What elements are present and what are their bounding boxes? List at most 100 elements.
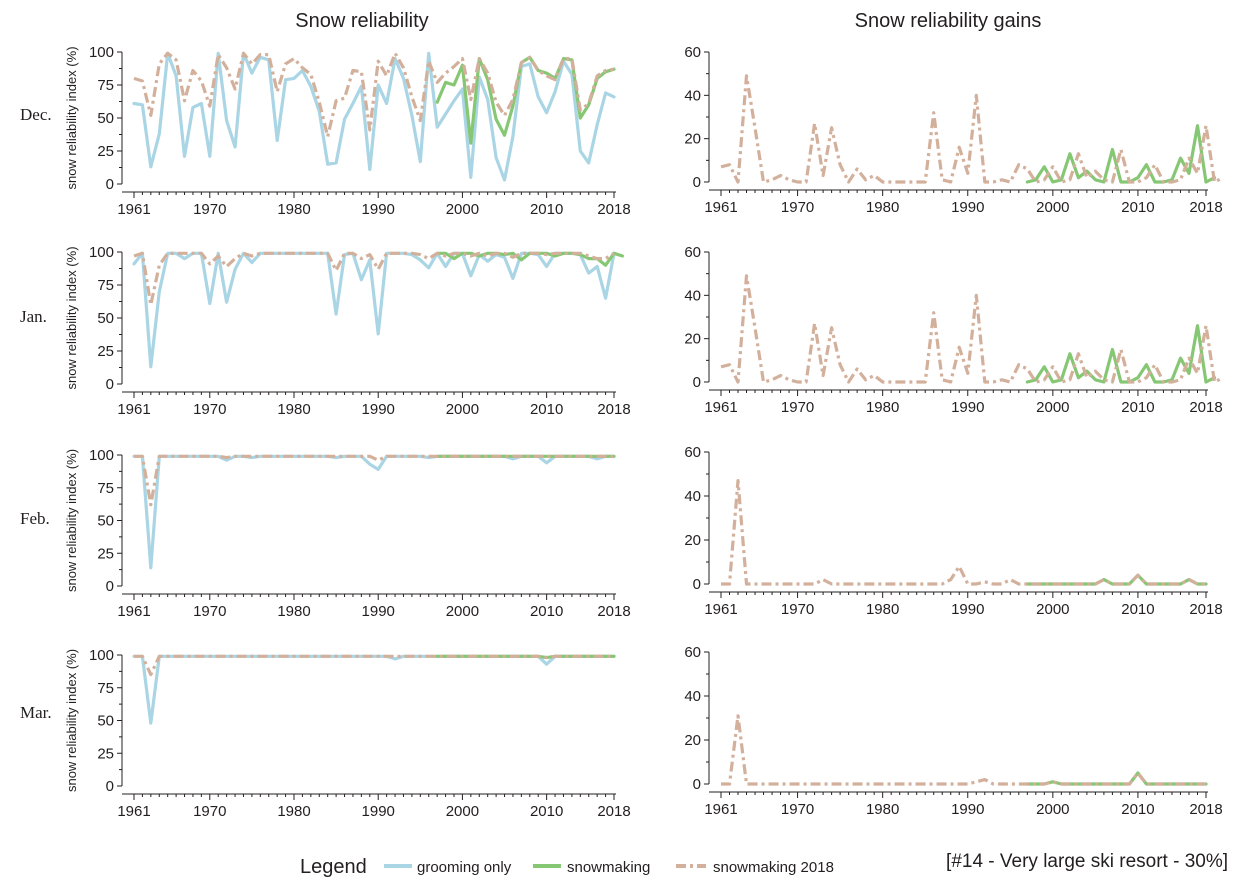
series-line-snowmaking (435, 55, 616, 145)
y-tick-label: 50 (97, 513, 114, 530)
x-tick-label: 1970 (781, 199, 814, 216)
x-tick-label: 2010 (530, 401, 563, 418)
y-tick-label: 0 (693, 174, 701, 191)
x-tick-label: 2018 (597, 401, 630, 418)
x-tick-label: 2010 (1121, 601, 1154, 618)
series-line-snowmaking-2018 (721, 479, 1206, 586)
series-line-snowmaking-2018 (133, 51, 615, 139)
x-tick-label: 1961 (704, 601, 737, 618)
series-line-snowmaking-2018 (721, 714, 1206, 786)
x-tick-label: 1970 (781, 601, 814, 618)
x-tick-label: 1970 (193, 803, 226, 820)
panel-jan-reliability: Jan. snow reliability index (%) 0 25 50 75 100… (20, 244, 631, 418)
x-tick-label: 1980 (866, 801, 899, 818)
x-tick-label: 1990 (362, 401, 395, 418)
panel-feb-gains: 0 20 40 60 1961 1970 1980 1990 2000 2010 2018 (684, 444, 1222, 618)
x-tick-label: 2018 (597, 803, 630, 820)
series-line-grooming-only (132, 51, 616, 182)
x-tick-label: 2010 (530, 803, 563, 820)
left-column-title: Snow reliability (295, 10, 428, 32)
y-tick-label: 100 (89, 44, 114, 61)
chart-panels: Dec. snow reliability index (%) 0 25 50 75 100… (20, 44, 1224, 820)
x-tick-label: 1961 (704, 199, 737, 216)
y-tick-label: 20 (684, 532, 701, 549)
x-tick-label: 2000 (446, 401, 479, 418)
x-tick-label: 1961 (117, 201, 150, 218)
y-tick-label: 50 (97, 110, 114, 127)
panel-dec-reliability: Dec. snow reliability index (%) 0 25 50 75 100… (20, 44, 631, 218)
series-line-snowmaking-2018 (720, 274, 1224, 384)
row-label-dec: Dec. (20, 105, 52, 124)
legend: Legend grooming only snowmaking snowmaki… (300, 856, 834, 878)
y-tick-label: 40 (684, 488, 701, 505)
panel-mar-reliability: Mar. snow reliability index (%) 0 25 50 75 100… (20, 647, 631, 820)
x-tick-label: 1970 (781, 801, 814, 818)
x-tick-label: 1961 (704, 399, 737, 416)
y-tick-label: 60 (684, 444, 701, 461)
series-line-snowmaking (1025, 124, 1217, 184)
y-tick-label: 25 (97, 745, 114, 762)
y-tick-label: 75 (97, 77, 114, 94)
x-tick-label: 1990 (951, 199, 984, 216)
x-tick-label: 1970 (193, 401, 226, 418)
series-line-snowmaking-2018 (134, 454, 614, 507)
x-tick-label: 1980 (277, 401, 310, 418)
x-tick-label: 1980 (277, 803, 310, 820)
x-tick-label: 2018 (597, 201, 630, 218)
series-line-snowmaking (1025, 324, 1217, 384)
y-tick-label: 60 (684, 244, 701, 261)
x-tick-label: 2018 (1189, 399, 1222, 416)
resort-tag: [#14 - Very large ski resort - 30%] (946, 851, 1228, 872)
x-tick-label: 2010 (530, 201, 563, 218)
y-tick-label: 60 (684, 44, 701, 61)
series-line-grooming-only (132, 454, 616, 570)
y-axis-label: snow reliability index (%) (64, 246, 79, 389)
y-tick-label: 75 (97, 480, 114, 497)
row-label-feb: Feb. (20, 509, 50, 528)
y-tick-label: 20 (684, 131, 701, 148)
y-tick-label: 40 (684, 87, 701, 104)
y-tick-label: 40 (684, 688, 701, 705)
panel-mar-gains: 0 20 40 60 1961 1970 1980 1990 2000 2010 2018 (684, 644, 1222, 818)
y-tick-label: 75 (97, 680, 114, 697)
y-tick-label: 50 (97, 713, 114, 730)
y-tick-label: 25 (97, 545, 114, 562)
row-label-mar: Mar. (20, 703, 52, 722)
x-tick-label: 2000 (446, 201, 479, 218)
panel-feb-reliability: Feb. snow reliability index (%) 0 25 50 75 100… (20, 447, 631, 620)
y-tick-label: 25 (97, 143, 114, 160)
legend-label-snowmaking-2018: snowmaking 2018 (713, 859, 834, 876)
y-axis-label: snow reliability index (%) (64, 649, 79, 792)
x-tick-label: 1980 (277, 201, 310, 218)
x-tick-label: 2018 (1189, 801, 1222, 818)
x-tick-label: 2010 (1121, 801, 1154, 818)
x-tick-label: 1990 (951, 399, 984, 416)
x-tick-label: 2000 (446, 803, 479, 820)
x-tick-label: 2010 (1121, 399, 1154, 416)
y-tick-label: 75 (97, 277, 114, 294)
series-line-snowmaking-2018 (133, 251, 615, 307)
x-tick-label: 2000 (1036, 801, 1069, 818)
x-tick-label: 1990 (362, 803, 395, 820)
series-line-grooming-only (132, 654, 616, 725)
panel-jan-gains: 0 20 40 60 1961 1970 1980 1990 2000 2010 2018 (684, 244, 1224, 416)
x-tick-label: 1961 (117, 603, 150, 620)
y-tick-label: 0 (106, 578, 114, 595)
y-tick-label: 20 (684, 732, 701, 749)
y-tick-label: 0 (693, 374, 701, 391)
y-tick-label: 100 (89, 447, 114, 464)
y-tick-label: 0 (693, 776, 701, 793)
x-tick-label: 1970 (193, 603, 226, 620)
x-tick-label: 2018 (1189, 601, 1222, 618)
x-tick-label: 2018 (1189, 199, 1222, 216)
right-column-title: Snow reliability gains (855, 10, 1042, 32)
x-tick-label: 2018 (597, 603, 630, 620)
y-tick-label: 20 (684, 331, 701, 348)
x-tick-label: 1980 (866, 601, 899, 618)
x-tick-label: 2000 (1036, 601, 1069, 618)
x-tick-label: 1961 (117, 401, 150, 418)
x-tick-label: 1990 (362, 603, 395, 620)
y-axis-label: snow reliability index (%) (64, 46, 79, 189)
x-tick-label: 1990 (951, 801, 984, 818)
